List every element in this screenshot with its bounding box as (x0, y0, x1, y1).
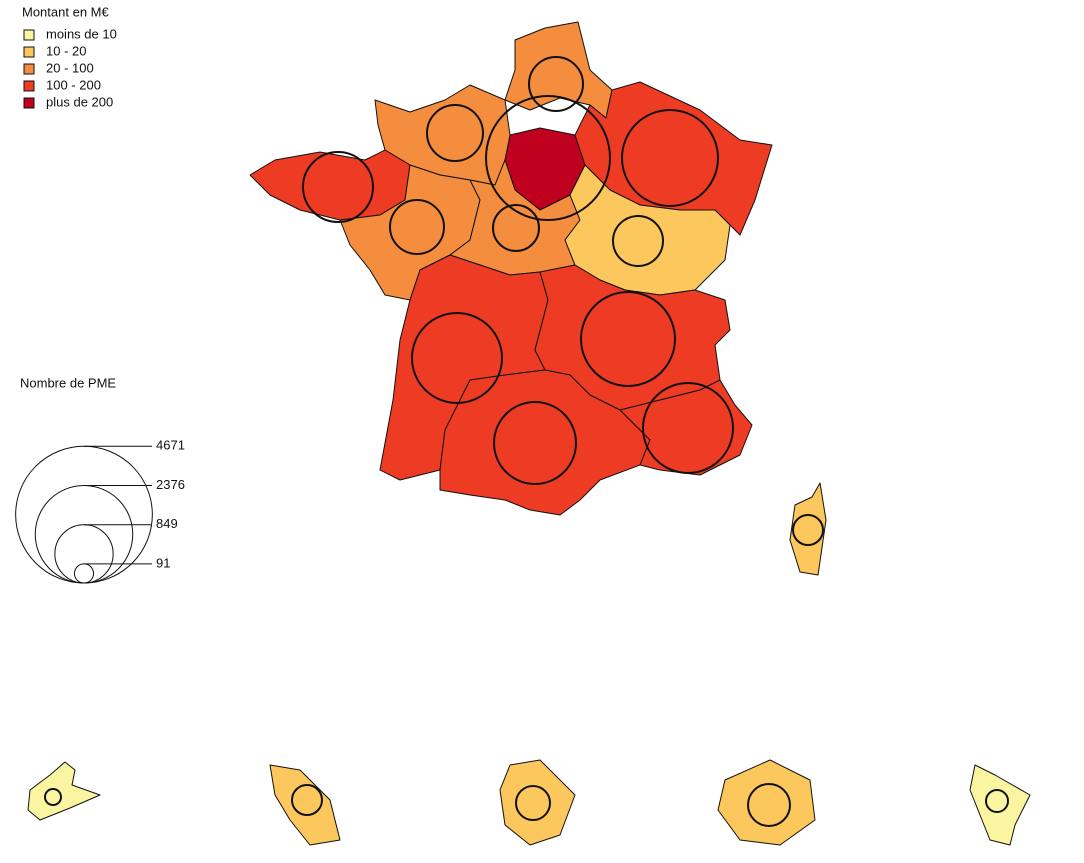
legend-swatch (23, 80, 35, 92)
region (439, 369, 651, 516)
bubbles (44, 56, 1009, 827)
size-legend-label: 4671 (156, 438, 185, 453)
pme-bubble (492, 204, 540, 252)
legend-label: 100 - 200 (46, 77, 101, 92)
size-legend-circle (54, 524, 114, 584)
legend-label: plus de 200 (46, 94, 113, 109)
region (269, 764, 341, 846)
legend-label: 10 - 20 (46, 43, 86, 58)
pme-bubble (747, 783, 791, 827)
region (717, 759, 816, 846)
region (249, 149, 411, 221)
legend-swatch (23, 29, 35, 41)
pme-bubble (411, 312, 503, 404)
size-legend-label: 849 (156, 516, 178, 531)
region (789, 482, 827, 576)
pme-bubble (291, 784, 323, 816)
region (27, 761, 101, 821)
pme-bubble (621, 109, 719, 207)
size-legend-label: 91 (156, 555, 170, 570)
size-legend-circle (73, 563, 95, 584)
pme-bubble (612, 215, 664, 267)
region (504, 21, 613, 119)
pme-bubble (985, 789, 1009, 813)
pme-bubble (528, 56, 584, 112)
pme-bubble (515, 785, 551, 821)
pme-bubble (642, 382, 734, 474)
region (969, 764, 1031, 846)
pme-bubble (485, 95, 611, 221)
size-legend-label: 2376 (156, 477, 185, 492)
region (564, 164, 731, 296)
legend-label: 20 - 100 (46, 60, 94, 75)
size-legend-title: Nombre de PME (20, 375, 116, 390)
regions (27, 21, 1031, 846)
color-legend-title: Montant en M€ (22, 4, 109, 19)
legend-swatch (23, 97, 35, 109)
pme-bubble (426, 104, 484, 162)
size-legend-circle (34, 485, 134, 584)
legend-swatch (23, 46, 35, 58)
legend-swatch (23, 63, 35, 75)
region (619, 379, 753, 476)
pme-bubble (302, 151, 374, 223)
size-legend-circle (15, 445, 153, 584)
pme-bubble (493, 401, 577, 485)
pme-bubble (580, 291, 676, 387)
pme-bubble (389, 199, 445, 255)
pme-bubble (44, 788, 62, 806)
legend-label: moins de 10 (46, 26, 117, 41)
pme-bubble (792, 514, 824, 546)
legend: Montant en M€ Nombre de PME moins de 10 1… (15, 4, 185, 584)
region (499, 759, 576, 846)
